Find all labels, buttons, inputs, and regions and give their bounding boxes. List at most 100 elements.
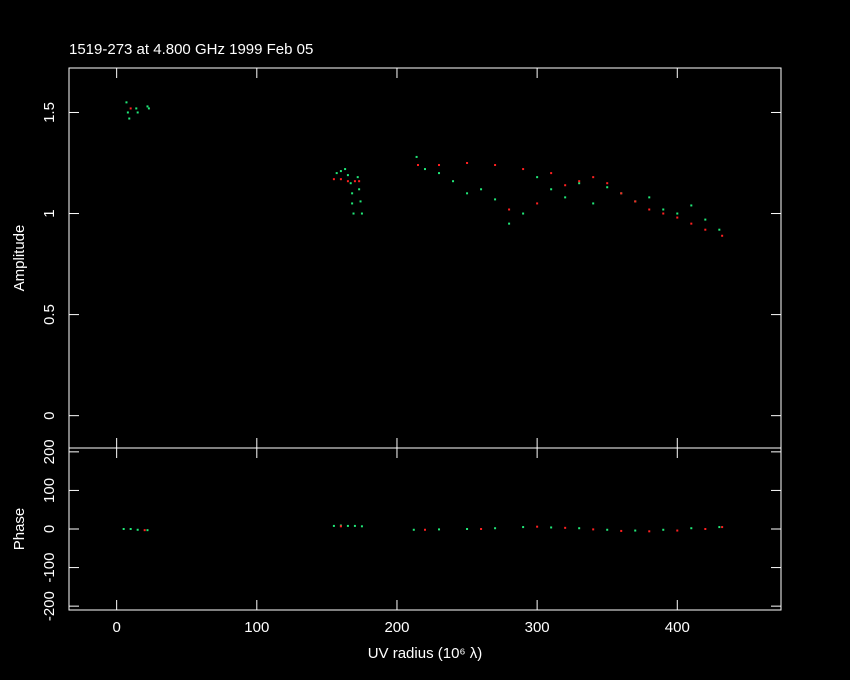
point	[592, 202, 595, 205]
point	[126, 111, 129, 114]
point	[480, 188, 483, 191]
point	[676, 212, 679, 215]
point	[606, 528, 609, 531]
point	[522, 526, 525, 529]
point	[718, 228, 721, 231]
point	[536, 176, 539, 179]
point	[332, 178, 335, 181]
y-tick-label: 0.5	[41, 304, 58, 325]
point	[339, 525, 342, 528]
point	[147, 107, 150, 110]
point	[648, 196, 651, 199]
point	[690, 527, 693, 530]
point	[564, 196, 567, 199]
point	[466, 528, 469, 530]
point	[125, 101, 128, 104]
point	[578, 182, 581, 185]
point	[676, 216, 679, 219]
point	[550, 526, 553, 529]
point	[359, 200, 362, 203]
point	[351, 202, 354, 205]
point	[522, 168, 525, 171]
point	[332, 524, 335, 527]
x-tick-label: 200	[384, 619, 409, 636]
point	[564, 184, 567, 187]
point	[424, 168, 426, 171]
point	[536, 525, 539, 528]
point	[360, 525, 363, 528]
y-axis-label: Phase	[11, 508, 28, 551]
point	[136, 111, 139, 114]
x-tick-label: 0	[112, 619, 120, 636]
point	[536, 202, 539, 205]
point	[676, 529, 679, 532]
point	[353, 180, 356, 183]
point	[415, 155, 418, 158]
x-tick-label: 400	[665, 619, 690, 636]
point	[335, 172, 338, 175]
point	[721, 526, 724, 529]
point	[360, 212, 363, 215]
point	[438, 164, 441, 167]
point	[648, 530, 651, 533]
point	[339, 170, 342, 173]
y-axis-label: Amplitude	[11, 225, 28, 292]
point	[704, 528, 707, 530]
point	[346, 524, 349, 527]
point	[146, 105, 149, 108]
point	[452, 180, 455, 183]
x-axis-label: UV radius (10⁶ λ)	[368, 645, 483, 662]
point	[592, 528, 595, 531]
y-tick-label: -200	[41, 591, 58, 621]
point	[135, 107, 138, 110]
point	[356, 176, 359, 179]
point	[578, 180, 581, 183]
point	[508, 222, 511, 225]
point	[146, 529, 149, 532]
point	[351, 192, 354, 195]
y-tick-label: 0	[41, 411, 58, 419]
point	[494, 164, 497, 167]
point	[550, 172, 553, 175]
y-tick-label: 0	[41, 525, 58, 533]
chart-title: 1519-273 at 4.800 GHz 1999 Feb 05	[69, 41, 313, 58]
point	[662, 528, 665, 531]
point	[522, 212, 525, 215]
point	[466, 192, 469, 195]
point	[721, 234, 724, 237]
point	[704, 228, 707, 231]
point	[662, 208, 665, 211]
point	[704, 218, 707, 221]
point	[620, 529, 623, 532]
point	[128, 117, 131, 120]
y-tick-label: -100	[41, 553, 58, 583]
point	[122, 528, 125, 530]
point	[564, 526, 567, 529]
point	[634, 200, 637, 203]
point	[346, 174, 349, 177]
point	[466, 162, 469, 164]
point	[606, 182, 609, 185]
y-tick-label: 1.5	[41, 102, 58, 123]
point	[143, 529, 146, 532]
point	[424, 528, 426, 531]
point	[480, 528, 483, 530]
point	[353, 524, 356, 527]
point	[339, 178, 342, 181]
point	[358, 188, 361, 191]
point	[494, 198, 497, 201]
point	[438, 528, 441, 531]
point	[620, 192, 623, 195]
point	[412, 528, 415, 531]
point	[349, 182, 352, 185]
x-tick-label: 300	[525, 619, 550, 636]
point	[718, 526, 721, 529]
point	[494, 527, 497, 530]
point	[416, 164, 419, 167]
y-tick-label: 100	[41, 478, 58, 503]
point	[129, 528, 132, 530]
point	[634, 529, 637, 532]
point	[550, 188, 553, 191]
